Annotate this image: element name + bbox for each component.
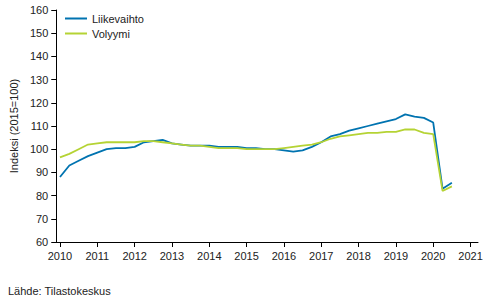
svg-text:2013: 2013 xyxy=(160,250,184,262)
svg-text:120: 120 xyxy=(30,97,48,109)
svg-text:2020: 2020 xyxy=(421,250,445,262)
svg-text:Liikevaihto: Liikevaihto xyxy=(92,13,144,25)
svg-text:2015: 2015 xyxy=(234,250,258,262)
svg-text:110: 110 xyxy=(31,120,49,132)
svg-text:160: 160 xyxy=(30,4,48,16)
svg-text:140: 140 xyxy=(30,50,48,62)
svg-text:70: 70 xyxy=(36,213,48,225)
svg-text:80: 80 xyxy=(36,190,48,202)
svg-text:150: 150 xyxy=(30,27,48,39)
svg-text:Indeksi (2015=100): Indeksi (2015=100) xyxy=(8,79,20,173)
svg-text:Volyymi: Volyymi xyxy=(92,28,130,40)
svg-text:2019: 2019 xyxy=(384,250,408,262)
svg-text:90: 90 xyxy=(36,166,48,178)
svg-text:2017: 2017 xyxy=(309,250,333,262)
svg-text:60: 60 xyxy=(36,236,48,248)
svg-text:2010: 2010 xyxy=(48,250,72,262)
svg-text:2021: 2021 xyxy=(458,250,482,262)
svg-text:2018: 2018 xyxy=(346,250,370,262)
svg-text:2011: 2011 xyxy=(85,250,109,262)
svg-text:2012: 2012 xyxy=(122,250,146,262)
svg-text:2016: 2016 xyxy=(272,250,296,262)
svg-text:100: 100 xyxy=(30,143,48,155)
svg-text:2014: 2014 xyxy=(197,250,221,262)
svg-text:130: 130 xyxy=(30,74,48,86)
svg-text:Lähde: Tilastokeskus: Lähde: Tilastokeskus xyxy=(8,285,111,297)
